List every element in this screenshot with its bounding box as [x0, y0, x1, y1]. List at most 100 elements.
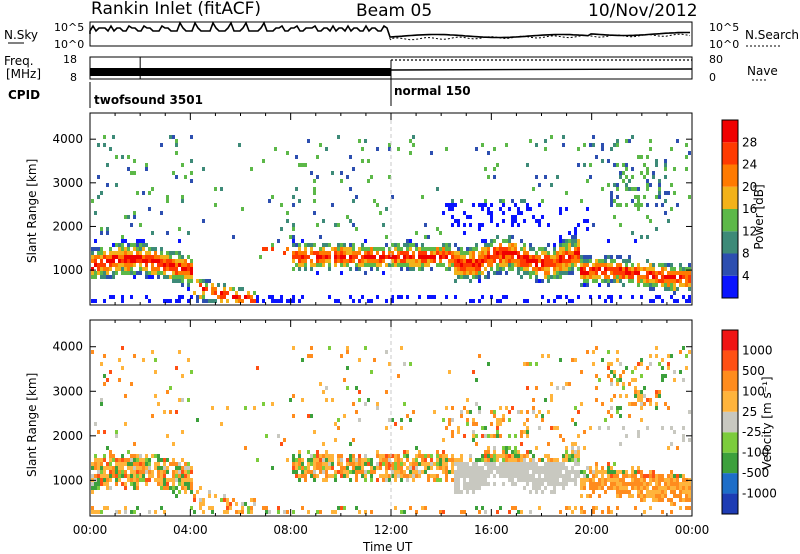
power-cell	[130, 295, 133, 299]
velocity-cell	[622, 474, 625, 478]
power-cell	[532, 247, 535, 251]
power-cell	[508, 247, 511, 251]
velocity-cell	[166, 470, 169, 474]
velocity-cell	[556, 470, 559, 474]
velocity-cell	[511, 454, 514, 458]
velocity-cell	[232, 498, 235, 502]
power-cell	[106, 267, 109, 271]
velocity-cell	[319, 462, 322, 466]
velocity-cell	[133, 474, 136, 478]
velocity-cell	[442, 438, 445, 442]
power-cell	[523, 263, 526, 267]
power-cell	[478, 271, 481, 275]
velocity-cell	[313, 462, 316, 466]
power-cell	[340, 251, 343, 255]
power-cell	[436, 263, 439, 267]
power-cell	[301, 239, 304, 243]
power-cell	[91, 247, 94, 251]
velocity-cell	[265, 506, 268, 510]
power-cell	[520, 263, 523, 267]
velocity-cell	[91, 510, 94, 514]
power-cell	[136, 239, 139, 243]
power-cell	[454, 255, 457, 259]
power-cell	[355, 227, 358, 231]
velocity-cell	[445, 426, 448, 430]
velocity-cell	[115, 510, 118, 514]
power-cell	[535, 275, 538, 279]
velocity-cell	[313, 470, 316, 474]
velocity-cell	[475, 470, 478, 474]
velocity-cell	[319, 458, 322, 462]
velocity-cell	[433, 474, 436, 478]
power-cell	[616, 195, 619, 199]
power-cell	[655, 283, 658, 287]
velocity-cell	[670, 474, 673, 478]
velocity-cell	[187, 482, 190, 486]
velocity-cell	[160, 470, 163, 474]
velocity-cell	[352, 402, 355, 406]
velocity-cell	[547, 474, 550, 478]
power-cell	[637, 199, 640, 203]
velocity-cell	[571, 442, 574, 446]
power-cell	[187, 231, 190, 235]
velocity-cell	[163, 478, 166, 482]
power-cell	[355, 267, 358, 271]
power-cell	[559, 211, 562, 215]
power-cell	[457, 219, 460, 223]
power-cell	[622, 271, 625, 275]
power-cell	[100, 247, 103, 251]
velocity-cell	[493, 434, 496, 438]
power-cell	[631, 187, 634, 191]
velocity-cell	[187, 470, 190, 474]
power-cell	[271, 299, 274, 303]
velocity-ytick-label: 4000	[52, 340, 83, 354]
power-cell	[589, 163, 592, 167]
velocity-cell	[565, 478, 568, 482]
power-cell	[643, 163, 646, 167]
power-cell	[547, 223, 550, 227]
power-cell	[115, 155, 118, 159]
power-cell	[541, 199, 544, 203]
velocity-cell	[685, 486, 688, 490]
power-cell	[523, 299, 526, 303]
velocity-cell	[673, 494, 676, 498]
velocity-cell	[385, 462, 388, 466]
power-cell	[172, 171, 175, 175]
velocity-cell	[526, 462, 529, 466]
velocity-cell	[190, 506, 193, 510]
power-cell	[688, 195, 691, 199]
power-cell	[571, 243, 574, 247]
velocity-cell	[538, 486, 541, 490]
velocity-cell	[409, 506, 412, 510]
velocity-cell	[601, 510, 604, 514]
velocity-cell	[619, 374, 622, 378]
velocity-cell	[493, 410, 496, 414]
velocity-cell	[658, 498, 661, 502]
velocity-cell	[502, 450, 505, 454]
velocity-cell	[517, 478, 520, 482]
power-cell	[478, 203, 481, 207]
power-cell	[172, 267, 175, 271]
velocity-cell	[397, 470, 400, 474]
power-cell	[202, 287, 205, 291]
power-cell	[91, 299, 94, 303]
power-cell	[481, 143, 484, 147]
power-cell	[577, 223, 580, 227]
velocity-cell	[94, 422, 97, 426]
power-cell	[631, 271, 634, 275]
velocity-cell	[649, 478, 652, 482]
velocity-cell	[565, 482, 568, 486]
velocity-cell	[97, 466, 100, 470]
velocity-cell	[187, 486, 190, 490]
velocity-cell	[664, 486, 667, 490]
velocity-cell	[376, 402, 379, 406]
power-cell	[310, 171, 313, 175]
velocity-cell	[292, 346, 295, 350]
velocity-cell	[313, 454, 316, 458]
power-cell	[100, 191, 103, 195]
velocity-cell	[679, 494, 682, 498]
power-cell	[427, 263, 430, 267]
velocity-cell	[97, 478, 100, 482]
velocity-cell	[541, 458, 544, 462]
power-cell	[190, 263, 193, 267]
